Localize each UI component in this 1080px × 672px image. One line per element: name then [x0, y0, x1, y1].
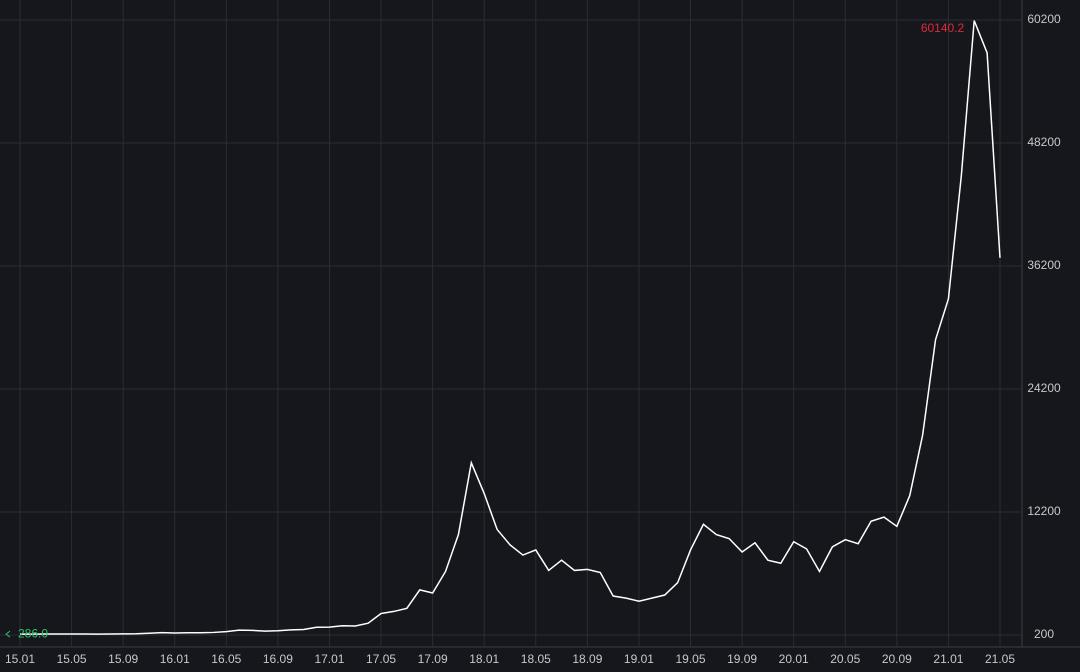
- y-tick-label: 200: [1034, 627, 1054, 641]
- x-tick-label: 16.09: [263, 652, 293, 666]
- x-tick-label: 16.01: [160, 652, 190, 666]
- y-tick-label: 12200: [1027, 504, 1061, 518]
- x-tick-label: 17.05: [366, 652, 396, 666]
- x-tick-label: 18.05: [521, 652, 551, 666]
- x-tick-label: 18.09: [572, 652, 602, 666]
- high-annotation: 60140.2: [921, 21, 965, 35]
- low-arrow: [5, 630, 11, 638]
- x-tick-label: 16.05: [211, 652, 241, 666]
- y-tick-label: 60200: [1027, 12, 1061, 26]
- x-tick-label: 20.05: [830, 652, 860, 666]
- x-tick-label: 21.01: [933, 652, 963, 666]
- x-tick-label: 18.01: [469, 652, 499, 666]
- x-tick-label: 17.01: [314, 652, 344, 666]
- y-tick-label: 24200: [1027, 381, 1061, 395]
- x-tick-label: 21.05: [985, 652, 1015, 666]
- x-tick-label: 15.05: [57, 652, 87, 666]
- x-tick-label: 19.09: [727, 652, 757, 666]
- x-tick-label: 20.01: [779, 652, 809, 666]
- x-tick-label: 17.09: [418, 652, 448, 666]
- x-tick-label: 19.05: [676, 652, 706, 666]
- x-tick-label: 20.09: [882, 652, 912, 666]
- price-line: [19, 20, 1001, 635]
- x-tick-label: 15.01: [5, 652, 35, 666]
- y-tick-label: 48200: [1027, 135, 1061, 149]
- y-tick-label: 36200: [1027, 258, 1061, 272]
- x-tick-label: 15.09: [108, 652, 138, 666]
- x-tick-label: 19.01: [624, 652, 654, 666]
- low-annotation: 286.0: [18, 626, 48, 640]
